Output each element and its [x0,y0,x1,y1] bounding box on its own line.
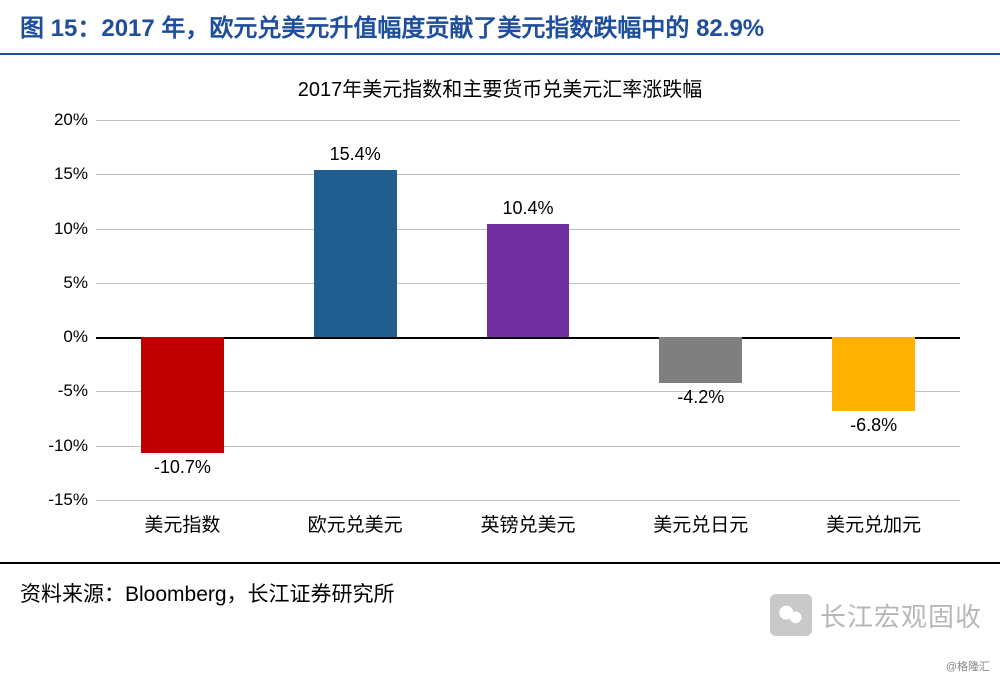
ytick-label: 10% [54,219,88,239]
ytick-label: 0% [63,327,88,347]
gridline [96,120,960,121]
ytick-label: -10% [48,436,88,456]
ytick-label: -5% [58,381,88,401]
bar [314,170,397,337]
zero-axis [96,337,960,339]
gridline [96,446,960,447]
chart-title: 2017年美元指数和主要货币兑美元汇率涨跌幅 [0,73,1000,102]
x-category-label: 美元指数 [144,510,220,537]
x-category-label: 美元兑加元 [826,510,921,537]
chart-area: -15% -10% -5% 0% 5% 10% 15% 20% -10.7% 美元指数 15.4% 欧… [30,110,970,550]
footer-divider [0,562,1000,564]
bar [659,337,742,383]
bar-value-label: -6.8% [850,415,897,436]
ytick-label: 20% [54,110,88,130]
bar-value-label: -10.7% [154,457,211,478]
watermark: 长江宏观固收 [770,594,982,636]
wechat-icon [770,594,812,636]
x-category-label: 英镑兑美元 [480,510,575,537]
gridline [96,391,960,392]
bar-value-label: -4.2% [677,387,724,408]
figure-caption: 图 15：2017 年，欧元兑美元升值幅度贡献了美元指数跌幅中的 82.9% [0,0,1000,53]
header-divider [0,53,1000,55]
gridline [96,500,960,501]
x-category-label: 美元兑日元 [653,510,748,537]
bar-value-label: 10.4% [502,198,553,219]
watermark-text: 长江宏观固收 [820,597,982,634]
bar [832,337,915,411]
bar-value-label: 15.4% [330,144,381,165]
plot-region: -15%-10%-5%0%5%10%15%20%-10.7%美元指数15.4%欧… [96,120,960,500]
ytick-label: 15% [54,164,88,184]
x-category-label: 欧元兑美元 [308,510,403,537]
ytick-label: 5% [63,273,88,293]
bar [487,224,570,337]
bar [141,337,224,453]
corner-tag: @格隆汇 [946,658,990,674]
ytick-label: -15% [48,490,88,510]
gridline [96,174,960,175]
